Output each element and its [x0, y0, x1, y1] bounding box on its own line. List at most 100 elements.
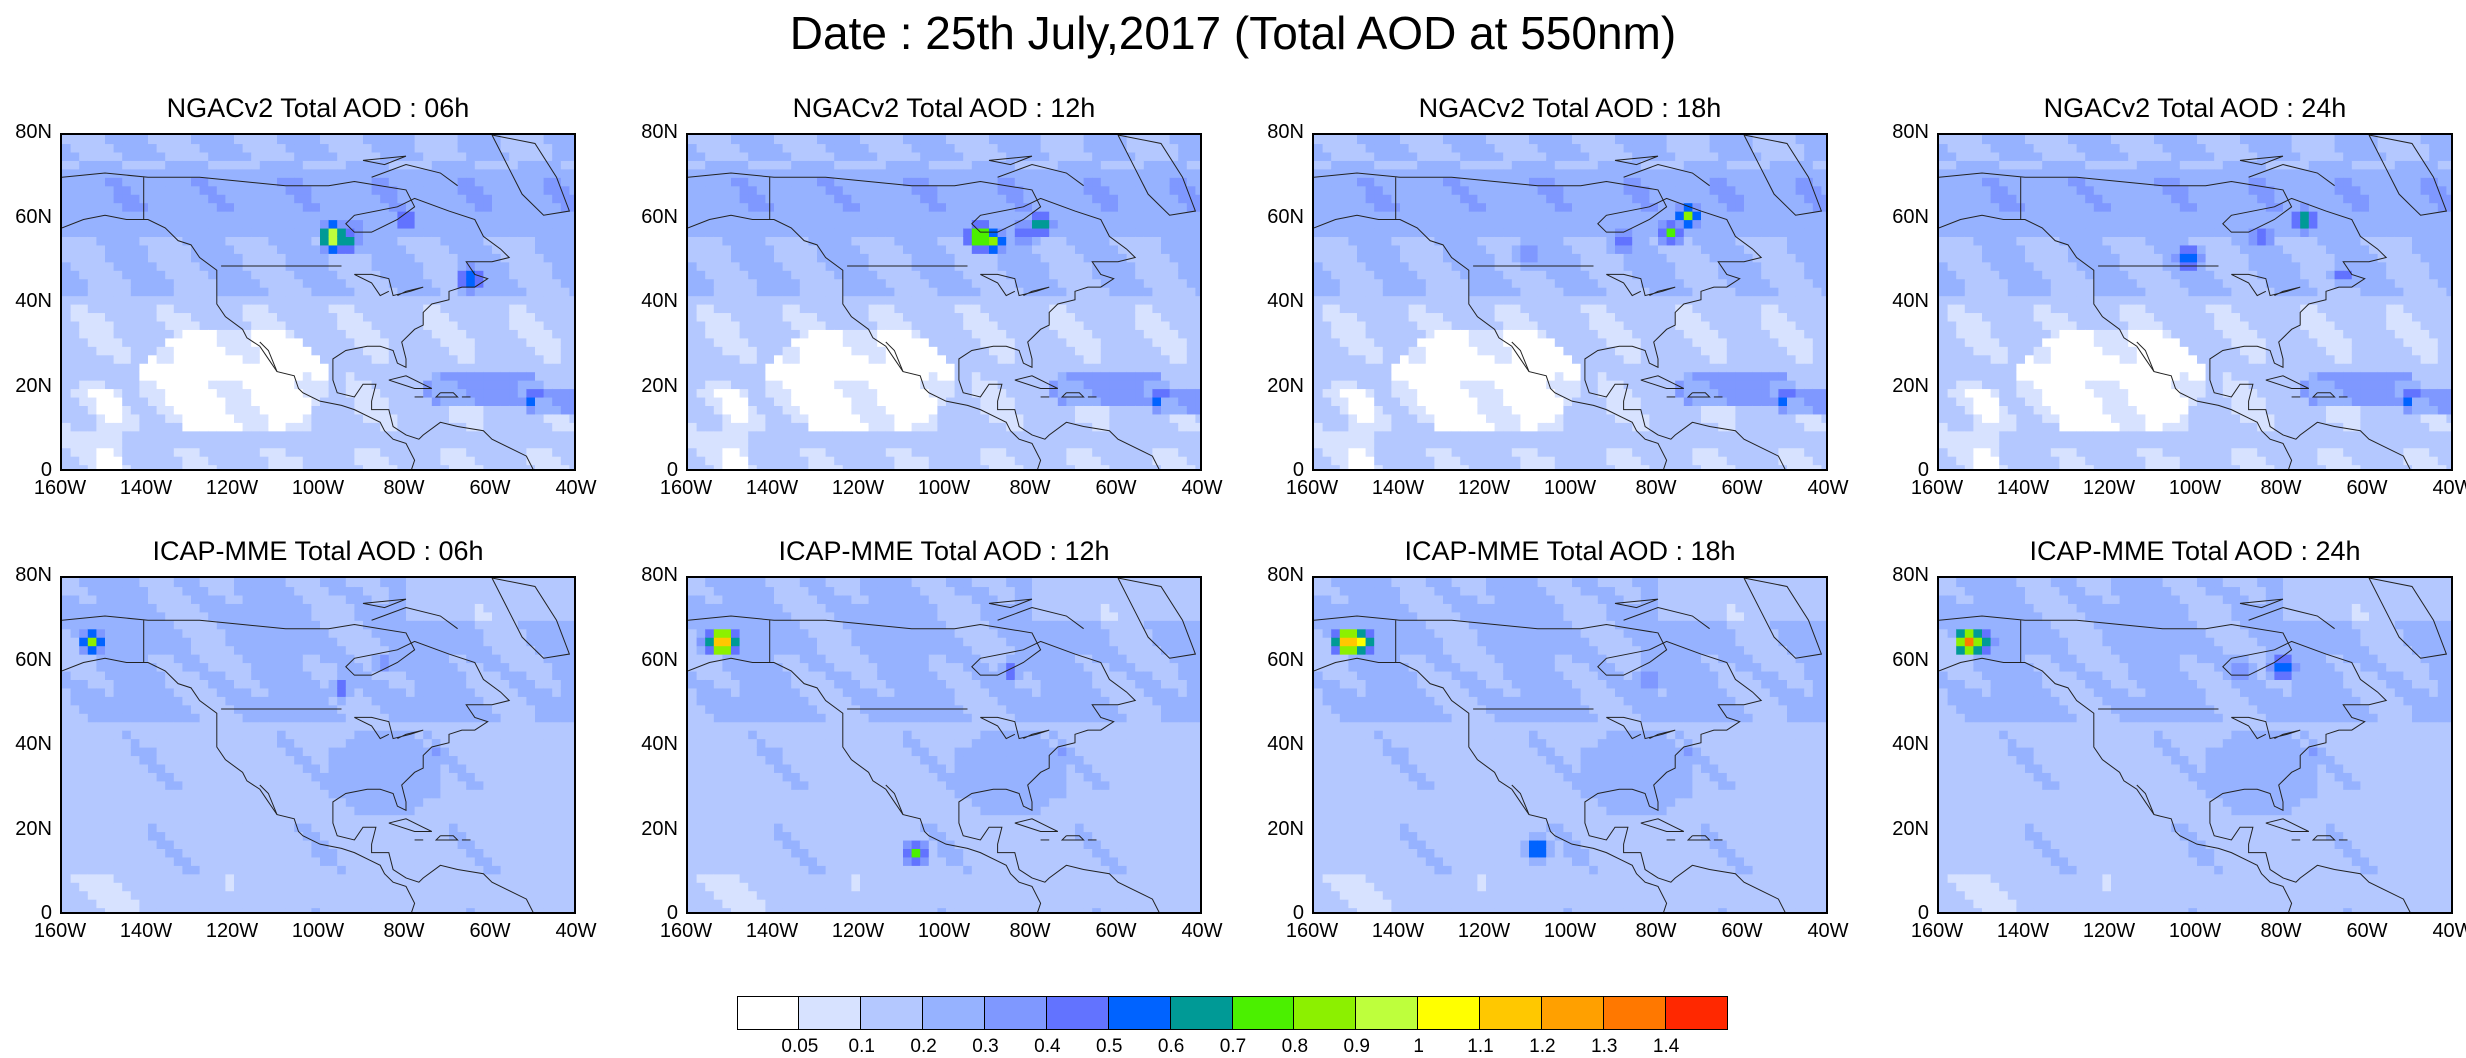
colorbar-swatch: [1108, 996, 1171, 1030]
lat-tick-label: 40N: [626, 290, 678, 313]
lon-tick-label: 80W: [2241, 477, 2321, 500]
lat-tick-label: 80N: [0, 121, 52, 144]
colorbar-label: 0.05: [770, 1036, 830, 1058]
colorbar-label: 0.2: [894, 1036, 954, 1058]
colorbar-swatch: [1046, 996, 1109, 1030]
lon-tick-label: 160W: [20, 477, 100, 500]
colorbar-swatch: [1665, 996, 1728, 1030]
lat-tick-label: 20N: [1252, 818, 1304, 841]
lon-tick-label: 140W: [1358, 920, 1438, 943]
lon-tick-label: 40W: [1162, 477, 1242, 500]
colorbar-label: 0.1: [832, 1036, 892, 1058]
map-frame: [60, 576, 576, 914]
lon-tick-label: 120W: [818, 920, 898, 943]
lat-tick-label: 20N: [0, 375, 52, 398]
lon-tick-label: 160W: [646, 920, 726, 943]
colorbar-label: 1.1: [1451, 1036, 1511, 1058]
colorbar-label: 0.8: [1265, 1036, 1325, 1058]
lat-tick-label: 40N: [1877, 733, 1929, 756]
lon-tick-label: 60W: [1702, 477, 1782, 500]
lat-tick-label: 20N: [626, 375, 678, 398]
map-frame: [60, 133, 576, 471]
lat-tick-label: 60N: [1252, 649, 1304, 672]
map-frame: [686, 133, 1202, 471]
map-frame: [1937, 133, 2453, 471]
lon-tick-label: 60W: [2327, 920, 2407, 943]
colorbar-label: 1: [1389, 1036, 1449, 1058]
panel-title: NGACv2 Total AOD : 18h: [1310, 93, 1830, 124]
lon-tick-label: 100W: [1530, 477, 1610, 500]
lon-tick-label: 100W: [278, 920, 358, 943]
aod-field: [688, 135, 1202, 471]
lat-tick-label: 80N: [1877, 564, 1929, 587]
lon-tick-label: 40W: [536, 920, 616, 943]
lat-tick-label: 80N: [626, 564, 678, 587]
lat-tick-label: 20N: [0, 818, 52, 841]
lon-tick-label: 100W: [278, 477, 358, 500]
colorbar-label: 1.2: [1512, 1036, 1572, 1058]
map-frame: [686, 576, 1202, 914]
colorbar-label: 0.7: [1203, 1036, 1263, 1058]
colorbar-swatch: [1170, 996, 1233, 1030]
lat-tick-label: 80N: [1252, 564, 1304, 587]
colorbar-swatch: [922, 996, 985, 1030]
lon-tick-label: 60W: [1702, 920, 1782, 943]
lon-tick-label: 160W: [1897, 477, 1977, 500]
colorbar-swatch: [1293, 996, 1356, 1030]
panel-title: ICAP-MME Total AOD : 24h: [1935, 536, 2455, 567]
figure-title: Date : 25th July,2017 (Total AOD at 550n…: [0, 6, 2466, 60]
lon-tick-label: 60W: [450, 920, 530, 943]
lat-tick-label: 60N: [0, 206, 52, 229]
lon-tick-label: 140W: [106, 477, 186, 500]
lon-tick-label: 140W: [1983, 920, 2063, 943]
lon-tick-label: 40W: [2413, 477, 2466, 500]
lon-tick-label: 140W: [732, 920, 812, 943]
colorbar-swatch: [984, 996, 1047, 1030]
colorbar-swatch: [1479, 996, 1542, 1030]
lon-tick-label: 120W: [818, 477, 898, 500]
lat-tick-label: 80N: [626, 121, 678, 144]
lat-tick-label: 20N: [1877, 375, 1929, 398]
lon-tick-label: 80W: [990, 920, 1070, 943]
lon-tick-label: 120W: [1444, 920, 1524, 943]
lon-tick-label: 80W: [2241, 920, 2321, 943]
lon-tick-label: 100W: [2155, 920, 2235, 943]
lat-tick-label: 40N: [0, 290, 52, 313]
lon-tick-label: 40W: [1788, 920, 1868, 943]
lon-tick-label: 60W: [450, 477, 530, 500]
lon-tick-label: 140W: [732, 477, 812, 500]
lon-tick-label: 140W: [1358, 477, 1438, 500]
lat-tick-label: 40N: [1252, 733, 1304, 756]
panel-title: ICAP-MME Total AOD : 18h: [1310, 536, 1830, 567]
lon-tick-label: 100W: [904, 920, 984, 943]
lon-tick-label: 100W: [1530, 920, 1610, 943]
aod-field: [1939, 578, 2453, 914]
lat-tick-label: 60N: [1877, 649, 1929, 672]
lon-tick-label: 60W: [1076, 477, 1156, 500]
lon-tick-label: 120W: [1444, 477, 1524, 500]
lon-tick-label: 80W: [364, 477, 444, 500]
lon-tick-label: 80W: [364, 920, 444, 943]
map-frame: [1937, 576, 2453, 914]
lat-tick-label: 80N: [1877, 121, 1929, 144]
aod-field: [688, 578, 1202, 914]
lon-tick-label: 80W: [990, 477, 1070, 500]
lat-tick-label: 80N: [1252, 121, 1304, 144]
lon-tick-label: 160W: [20, 920, 100, 943]
lat-tick-label: 40N: [1252, 290, 1304, 313]
panel-title: NGACv2 Total AOD : 12h: [684, 93, 1204, 124]
lon-tick-label: 60W: [2327, 477, 2407, 500]
lon-tick-label: 100W: [2155, 477, 2235, 500]
lat-tick-label: 20N: [1252, 375, 1304, 398]
lat-tick-label: 20N: [626, 818, 678, 841]
lat-tick-label: 60N: [1877, 206, 1929, 229]
lat-tick-label: 60N: [1252, 206, 1304, 229]
lat-tick-label: 60N: [0, 649, 52, 672]
colorbar-swatch: [798, 996, 861, 1030]
lon-tick-label: 80W: [1616, 477, 1696, 500]
lat-tick-label: 20N: [1877, 818, 1929, 841]
lon-tick-label: 80W: [1616, 920, 1696, 943]
colorbar-swatch: [737, 996, 800, 1030]
colorbar-label: 0.3: [956, 1036, 1016, 1058]
aod-field: [62, 135, 576, 471]
